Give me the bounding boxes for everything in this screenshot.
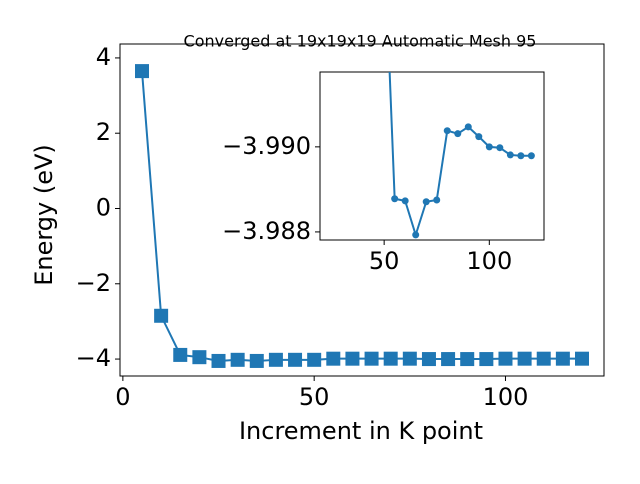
marker xyxy=(268,352,283,367)
marker xyxy=(464,123,472,131)
marker xyxy=(173,347,188,362)
plot-area xyxy=(388,72,535,239)
y-tick-label: −3.988 xyxy=(222,217,311,245)
x-tick-label: 100 xyxy=(466,247,512,275)
marker xyxy=(401,197,409,205)
marker xyxy=(391,195,399,203)
marker xyxy=(249,353,264,368)
x-tick-label: 50 xyxy=(299,383,330,411)
marker xyxy=(479,352,494,367)
marker xyxy=(475,133,483,141)
y-axis-label: Energy (eV) xyxy=(30,144,58,286)
x-axis-label: Increment in K point xyxy=(239,417,483,445)
y-tick-label: 2 xyxy=(96,118,111,146)
x-tick-label: 0 xyxy=(115,383,130,411)
marker xyxy=(433,196,441,204)
marker xyxy=(496,144,504,152)
marker xyxy=(517,351,532,366)
chart-title: Converged at 19x19x19 Automatic Mesh 95 xyxy=(184,32,537,51)
series-line xyxy=(141,71,582,362)
marker xyxy=(555,351,570,366)
y-tick-label: 4 xyxy=(96,43,111,71)
marker xyxy=(485,143,493,151)
y-tick-label: −2 xyxy=(76,269,111,297)
marker xyxy=(460,352,475,367)
x-tick-label: 100 xyxy=(483,383,529,411)
marker xyxy=(441,352,456,367)
marker xyxy=(402,351,417,366)
marker xyxy=(307,352,322,367)
marker xyxy=(454,130,462,138)
plot-area xyxy=(135,64,589,368)
marker xyxy=(364,351,379,366)
axes-frame xyxy=(119,43,605,377)
marker xyxy=(211,353,226,368)
marker xyxy=(345,351,360,366)
marker xyxy=(443,127,451,135)
marker xyxy=(498,351,513,366)
marker xyxy=(383,351,398,366)
marker xyxy=(135,64,149,79)
marker xyxy=(575,351,589,366)
marker xyxy=(536,351,551,366)
marker xyxy=(517,152,525,160)
marker xyxy=(506,151,514,159)
marker xyxy=(326,351,341,366)
marker xyxy=(154,308,169,323)
marker xyxy=(412,231,420,239)
axes-frame xyxy=(319,71,545,241)
marker xyxy=(288,352,303,367)
marker xyxy=(192,350,207,365)
marker xyxy=(527,152,535,160)
marker xyxy=(421,352,436,367)
y-tick-label: −4 xyxy=(76,344,111,372)
marker xyxy=(422,198,430,206)
marker xyxy=(230,352,245,367)
x-tick-label: 50 xyxy=(369,247,400,275)
y-tick-label: −3.990 xyxy=(222,132,311,160)
y-tick-label: 0 xyxy=(96,193,111,221)
